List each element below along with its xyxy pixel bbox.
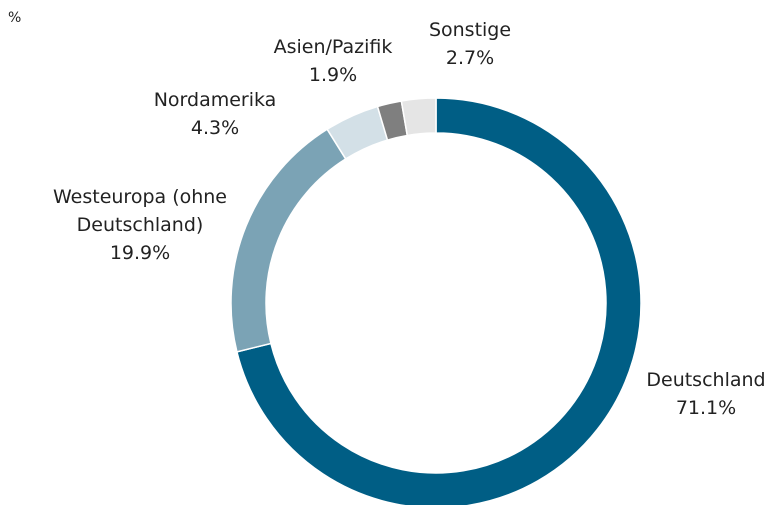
donut-segment xyxy=(235,97,642,505)
slice-value: 71.1% xyxy=(675,397,737,419)
slice-label: Deutschland 71.1% xyxy=(636,366,774,422)
slice-name: Westeuropa (ohne Deutschland) xyxy=(52,186,227,236)
slice-value: 19.9% xyxy=(109,242,171,264)
slice-value: 4.3% xyxy=(190,117,240,139)
slice-label: Asien/Pazifik 1.9% xyxy=(233,33,433,89)
slice-name: Sonstige xyxy=(428,19,512,41)
donut-segment xyxy=(400,97,437,137)
donut-segment xyxy=(230,128,347,353)
slice-name: Asien/Pazifik xyxy=(273,36,393,58)
slice-value: 2.7% xyxy=(445,47,495,69)
slice-label: Sonstige 2.7% xyxy=(370,16,570,72)
slice-label: Westeuropa (ohne Deutschland) 19.9% xyxy=(50,183,230,267)
slice-name: Nordamerika xyxy=(153,89,277,111)
slice-label: Nordamerika 4.3% xyxy=(115,86,315,142)
slice-value: 1.9% xyxy=(308,64,358,86)
chart-subtitle: % xyxy=(8,10,22,26)
slice-name: Deutschland xyxy=(646,369,766,391)
